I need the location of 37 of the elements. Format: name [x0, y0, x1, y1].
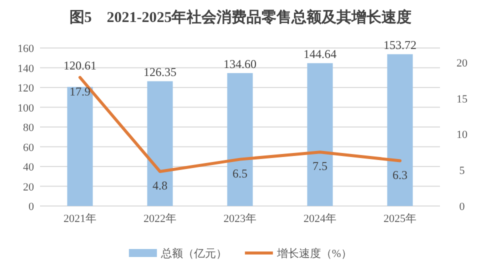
y-tick-label: 160 [18, 43, 34, 55]
y-tick-label: 100 [18, 102, 34, 114]
y-tick-label: 20 [23, 181, 34, 194]
legend-label: 总额（亿元） [160, 247, 227, 260]
data-label: 6.5 [232, 166, 248, 180]
x-tick-label: 2023年 [224, 213, 256, 225]
bar [67, 86, 93, 206]
chart-title: 图5 2021-2025年社会消费品零售总额及其增长速度 [69, 8, 412, 26]
y-tick-label: 80 [23, 122, 34, 134]
x-tick-label: 2025年 [384, 213, 416, 225]
y2-tick-label: 15 [456, 93, 468, 106]
x-tick-label: 2021年 [64, 213, 96, 225]
y-tick-label: 40 [23, 162, 34, 174]
y-tick-label: 60 [23, 142, 34, 154]
x-tick-label: 2024年 [304, 213, 336, 225]
y-tick-label: 0 [28, 201, 34, 213]
data-label: 120.61 [64, 58, 96, 72]
bar [387, 54, 413, 206]
bar [147, 81, 173, 206]
data-label: 153.72 [384, 38, 416, 52]
bar [227, 73, 253, 206]
legend-label: 增长速度（%） [276, 247, 352, 260]
y-tick-label: 120 [18, 82, 34, 94]
y2-tick-label: 20 [456, 57, 468, 70]
data-label: 144.64 [304, 47, 336, 62]
data-label: 126.35 [144, 65, 176, 80]
data-label: 134.60 [224, 57, 256, 72]
y2-tick-label: 0 [459, 201, 466, 213]
data-label: 4.8 [152, 178, 168, 193]
data-label: 6.3 [392, 168, 408, 182]
data-label: 7.5 [312, 159, 328, 174]
x-tick-label: 2022年 [144, 213, 176, 225]
bar [307, 63, 333, 206]
y2-tick-label: 5 [459, 165, 466, 178]
y2-tick-label: 10 [456, 129, 468, 142]
y-tick-label: 140 [18, 62, 34, 75]
data-label: 17.9 [70, 84, 90, 98]
